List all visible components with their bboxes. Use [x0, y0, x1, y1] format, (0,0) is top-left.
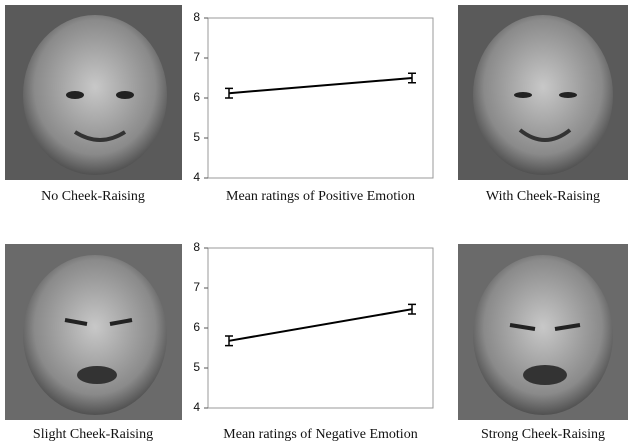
- photo: [458, 244, 628, 420]
- plot-frame: [208, 248, 433, 408]
- line: [229, 309, 412, 341]
- photo-caption: Slight Cheek-Raising: [33, 427, 153, 442]
- chart-title: Mean ratings of Positive Emotion: [226, 189, 415, 204]
- photo: [5, 244, 182, 420]
- y-tick-label: 7: [193, 280, 200, 294]
- photos: [5, 5, 628, 420]
- y-tick-label: 6: [193, 320, 200, 334]
- figure: 4 5 6 7 8 Mean ratings of Positive Emotion No …: [0, 0, 629, 447]
- photo: [5, 5, 182, 180]
- photo: [458, 5, 628, 180]
- y-tick-label: 5: [193, 360, 200, 374]
- y-tick-label: 8: [193, 240, 200, 254]
- y-tick-label: 8: [193, 10, 200, 24]
- photo-caption: With Cheek-Raising: [486, 189, 600, 204]
- line: [229, 78, 412, 93]
- photo-caption: Strong Cheek-Raising: [481, 427, 605, 442]
- y-tick-label: 6: [193, 90, 200, 104]
- y-tick-label: 7: [193, 50, 200, 64]
- plot-frame: [208, 18, 433, 178]
- photo-caption: No Cheek-Raising: [41, 189, 145, 204]
- y-tick-label: 4: [193, 170, 200, 184]
- y-tick-label: 5: [193, 130, 200, 144]
- y-tick-label: 4: [193, 400, 200, 414]
- chart-title: Mean ratings of Negative Emotion: [223, 427, 417, 442]
